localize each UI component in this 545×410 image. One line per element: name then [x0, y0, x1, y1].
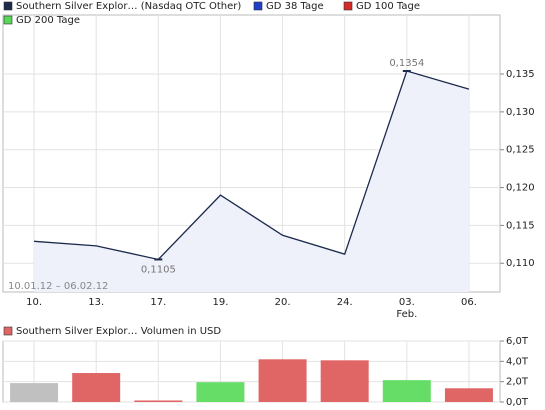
y-tick-label: 0,0T [506, 397, 529, 408]
x-tick-label: 13. [88, 297, 104, 308]
y-tick-label: 4,0T [506, 356, 529, 367]
legend-swatch [3, 15, 13, 25]
legend-swatch [343, 1, 353, 11]
y-tick-label: 0,120 [506, 183, 535, 194]
volume-bar [258, 359, 307, 402]
x-tick-label: 10. [26, 297, 42, 308]
y-tick-label: 0,115 [506, 220, 535, 231]
y-tick-label: 0,130 [506, 107, 535, 118]
volume-bar [444, 388, 493, 402]
x-tick-label: 03. [399, 297, 415, 308]
x-tick-label: 17. [150, 297, 166, 308]
y-tick-label: 0,135 [506, 69, 535, 80]
volume-bar [72, 373, 121, 402]
chart-title: Southern Silver Explor… Volumen in USD [16, 326, 221, 337]
value-label: 0,1105 [141, 264, 176, 275]
volume-bar [382, 380, 431, 402]
x-tick-label: 20. [275, 297, 291, 308]
x-month-label: Feb. [396, 309, 417, 320]
value-label: 0,1354 [389, 58, 424, 69]
volume-bar [320, 360, 369, 402]
area [34, 71, 469, 292]
x-tick-label: 24. [337, 297, 353, 308]
y-tick-label: 2,0T [506, 377, 529, 388]
legend-swatch [3, 1, 13, 11]
legend-swatch [253, 1, 263, 11]
y-tick-label: 6,0T [506, 336, 529, 347]
price-line [34, 70, 470, 261]
date-range: 10.01.12 – 06.02.12 [8, 281, 108, 292]
volume-bar [134, 400, 183, 402]
y-tick-label: 0,110 [506, 258, 535, 269]
legend-label: GD 200 Tage [16, 15, 80, 26]
title-swatch [3, 326, 13, 336]
legend-label: GD 38 Tage [266, 1, 324, 12]
x-tick-label: 06. [461, 297, 477, 308]
legend-label: GD 100 Tage [356, 1, 420, 12]
volume-bar [10, 383, 59, 402]
legend-label: Southern Silver Explor… (Nasdaq OTC Othe… [16, 1, 241, 12]
x-tick-label: 19. [212, 297, 228, 308]
volume-bar [196, 382, 245, 402]
y-tick-label: 0,125 [506, 145, 535, 156]
